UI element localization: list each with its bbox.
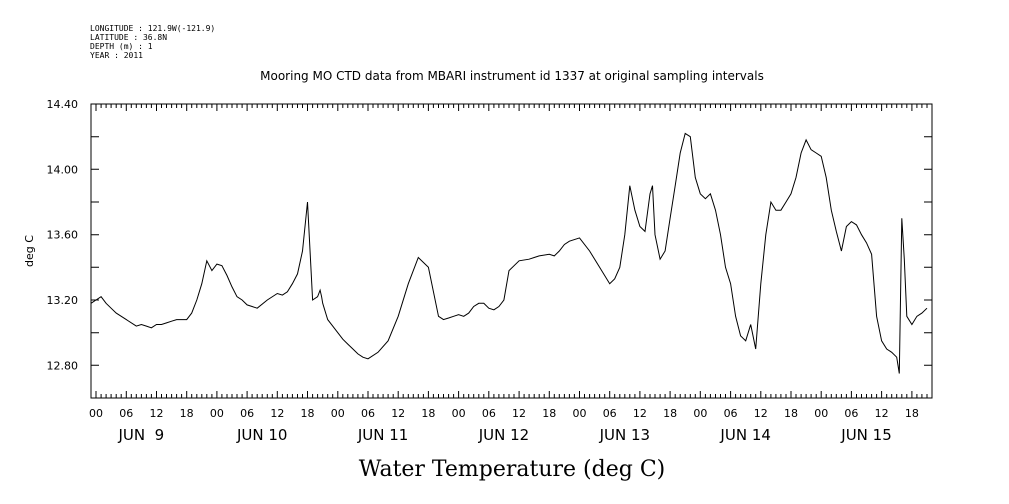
chart-title: Mooring MO CTD data from MBARI instrumen… — [260, 69, 764, 83]
x-tick-label: 00 — [814, 407, 828, 420]
x-tick-label: 12 — [391, 407, 405, 420]
x-tick-label: 12 — [754, 407, 768, 420]
y-tick-label: 14.00 — [47, 163, 79, 176]
x-axis-label: Water Temperature (deg C) — [359, 457, 666, 482]
x-tick-label: 00 — [452, 407, 466, 420]
day-label: JUN 12 — [478, 426, 529, 444]
x-tick-label: 00 — [693, 407, 707, 420]
x-tick-label: 18 — [784, 407, 798, 420]
metadata-block: LONGITUDE : 121.9W(-121.9) LATITUDE : 36… — [90, 24, 215, 60]
water-temperature-line — [90, 132, 928, 374]
x-tick-label: 12 — [512, 407, 526, 420]
year-label: YEAR : 2011 — [90, 51, 143, 60]
day-label: JUN 13 — [599, 426, 650, 444]
x-tick-label: 00 — [572, 407, 586, 420]
y-tick-label: 13.60 — [47, 229, 79, 242]
day-label: JUN 9 — [118, 426, 165, 444]
x-tick-label: 00 — [331, 407, 345, 420]
y-tick-labels: 12.80 13.20 13.60 14.00 14.40 — [47, 98, 79, 372]
x-tick-label: 18 — [301, 407, 315, 420]
x-tick-label: 06 — [240, 407, 254, 420]
x-tick-label: 18 — [663, 407, 677, 420]
day-label: JUN 10 — [236, 426, 287, 444]
x-tick-label: 06 — [724, 407, 738, 420]
x-tick-label: 06 — [361, 407, 375, 420]
x-tick-label: 06 — [844, 407, 858, 420]
day-label: JUN 15 — [840, 426, 891, 444]
y-tick-label: 13.20 — [47, 294, 79, 307]
x-tick-label: 18 — [905, 407, 919, 420]
x-tick-label: 18 — [180, 407, 194, 420]
day-label: JUN 11 — [357, 426, 408, 444]
day-labels: JUN 9 JUN 10 JUN 11 JUN 12 JUN 13 JUN 14 JUN 1… — [118, 426, 892, 444]
x-tick-label: 12 — [633, 407, 647, 420]
x-tick-label: 12 — [875, 407, 889, 420]
tick-marks — [91, 103, 932, 399]
x-tick-label: 06 — [119, 407, 133, 420]
x-tick-label: 06 — [482, 407, 496, 420]
x-tick-label: 18 — [542, 407, 556, 420]
day-label: JUN 14 — [719, 426, 770, 444]
minor-ticks — [91, 103, 932, 399]
x-tick-label: 18 — [421, 407, 435, 420]
y-tick-label: 14.40 — [47, 98, 79, 111]
x-tick-label: 12 — [270, 407, 284, 420]
plot-frame — [90, 103, 933, 399]
x-tick-label: 00 — [210, 407, 224, 420]
y-axis-label: deg C — [23, 235, 36, 267]
latitude-label: LATITUDE : 36.8N — [90, 33, 167, 42]
x-tick-label: 00 — [89, 407, 103, 420]
y-tick-label: 12.80 — [47, 359, 79, 372]
x-tick-label: 12 — [149, 407, 163, 420]
longitude-label: LONGITUDE : 121.9W(-121.9) — [90, 24, 215, 33]
x-tick-label: 06 — [603, 407, 617, 420]
x-tick-labels: 00 06 12 18 00 06 12 18 00 06 12 18 00 06 12 18 00 06 12 18… — [89, 407, 919, 420]
depth-label: DEPTH (m) : 1 — [90, 42, 153, 51]
